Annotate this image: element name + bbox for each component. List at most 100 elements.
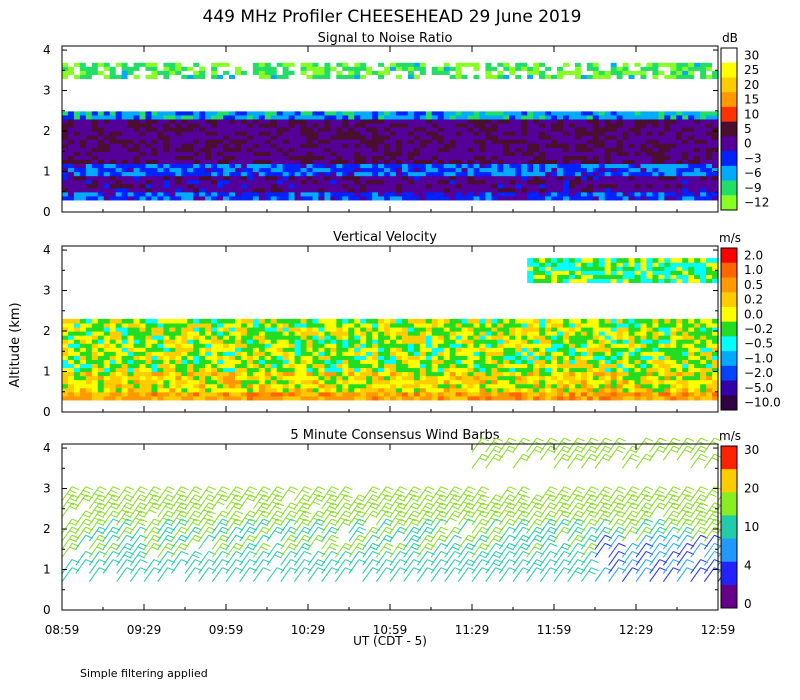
snr-cell	[73, 98, 81, 104]
velocity-cell	[169, 391, 176, 397]
snr-cell	[652, 147, 659, 152]
velocity-cell	[395, 395, 403, 401]
snr-cell	[449, 163, 457, 169]
snr-cell	[604, 58, 612, 63]
snr-cell	[706, 90, 713, 96]
snr-cell	[485, 118, 492, 124]
snr-cell	[407, 114, 415, 120]
snr-cell	[85, 163, 93, 169]
snr-cell	[85, 114, 93, 120]
snr-cell	[401, 151, 409, 156]
velocity-cell	[175, 391, 182, 397]
velocity-cell	[127, 371, 135, 377]
snr-cell	[366, 139, 373, 144]
snr-cell	[419, 175, 427, 181]
snr-cell	[187, 94, 194, 100]
snr-cell	[473, 143, 481, 148]
snr-cell	[205, 86, 212, 92]
velocity-cell	[521, 395, 528, 401]
snr-cell	[664, 46, 671, 51]
snr-cell	[700, 118, 707, 124]
snr-cell	[127, 151, 135, 156]
snr-cell	[139, 183, 147, 189]
snr-cell	[419, 143, 427, 148]
snr-cell	[658, 195, 665, 201]
snr-cell	[103, 147, 111, 152]
snr-cell	[443, 135, 451, 140]
snr-cell	[676, 86, 683, 92]
velocity-cell	[407, 395, 415, 401]
snr-cell	[688, 126, 695, 132]
snr-cell	[306, 159, 314, 165]
snr-cell	[479, 110, 487, 116]
snr-cell	[634, 147, 642, 152]
snr-cell	[62, 159, 69, 165]
snr-cell	[467, 86, 475, 92]
snr-cell	[330, 179, 337, 185]
colorbar-label: 10	[744, 107, 759, 121]
snr-cell	[449, 131, 457, 136]
snr-cell	[336, 90, 343, 96]
velocity-cell	[443, 383, 451, 389]
snr-cell	[407, 82, 415, 88]
snr-cell	[252, 102, 260, 108]
snr-cell	[700, 50, 707, 55]
snr-cell	[354, 179, 361, 185]
velocity-cell	[288, 371, 296, 377]
snr-cell	[431, 90, 439, 96]
snr-cell	[485, 90, 492, 96]
snr-cell	[604, 78, 612, 84]
snr-cell	[652, 74, 659, 79]
snr-cell	[67, 106, 75, 112]
snr-cell	[479, 183, 487, 189]
velocity-cell	[694, 395, 701, 401]
snr-cell	[175, 86, 182, 92]
snr-cell	[443, 86, 451, 92]
snr-cell	[342, 50, 349, 55]
snr-cell	[62, 167, 69, 173]
snr-cell	[616, 155, 624, 160]
velocity-cell	[634, 391, 642, 397]
snr-cell	[694, 70, 701, 75]
snr-cell	[401, 66, 409, 71]
snr-cell	[437, 78, 445, 84]
snr-cell	[592, 106, 600, 112]
snr-cell	[515, 90, 522, 96]
snr-cell	[276, 54, 284, 59]
snr-cell	[372, 183, 379, 189]
snr-cell	[437, 70, 445, 75]
snr-cell	[503, 191, 510, 197]
snr-cell	[568, 171, 576, 177]
snr-cell	[568, 155, 576, 160]
snr-cell	[360, 50, 367, 55]
velocity-cell	[193, 371, 200, 377]
snr-cell	[240, 106, 248, 112]
snr-cell	[413, 135, 421, 140]
snr-cell	[211, 54, 218, 59]
velocity-cell	[640, 395, 648, 401]
snr-cell	[312, 98, 320, 104]
snr-cell	[330, 82, 337, 88]
snr-cell	[288, 171, 296, 177]
snr-cell	[592, 131, 600, 136]
snr-cell	[163, 50, 170, 55]
snr-cell	[217, 147, 224, 152]
snr-cell	[449, 66, 457, 71]
velocity-cell	[652, 379, 659, 385]
snr-cell	[706, 126, 713, 132]
snr-cell	[79, 163, 87, 169]
snr-cell	[664, 118, 671, 124]
velocity-cell	[62, 375, 69, 381]
snr-cell	[461, 86, 469, 92]
snr-cell	[568, 62, 576, 67]
snr-cell	[479, 126, 487, 132]
snr-cell	[431, 183, 439, 189]
snr-cell	[652, 122, 659, 128]
snr-cell	[497, 82, 504, 88]
velocity-cell	[282, 371, 290, 377]
snr-cell	[449, 151, 457, 156]
snr-cell	[366, 135, 373, 140]
snr-cell	[62, 82, 69, 88]
snr-cell	[622, 102, 630, 108]
snr-cell	[676, 179, 683, 185]
